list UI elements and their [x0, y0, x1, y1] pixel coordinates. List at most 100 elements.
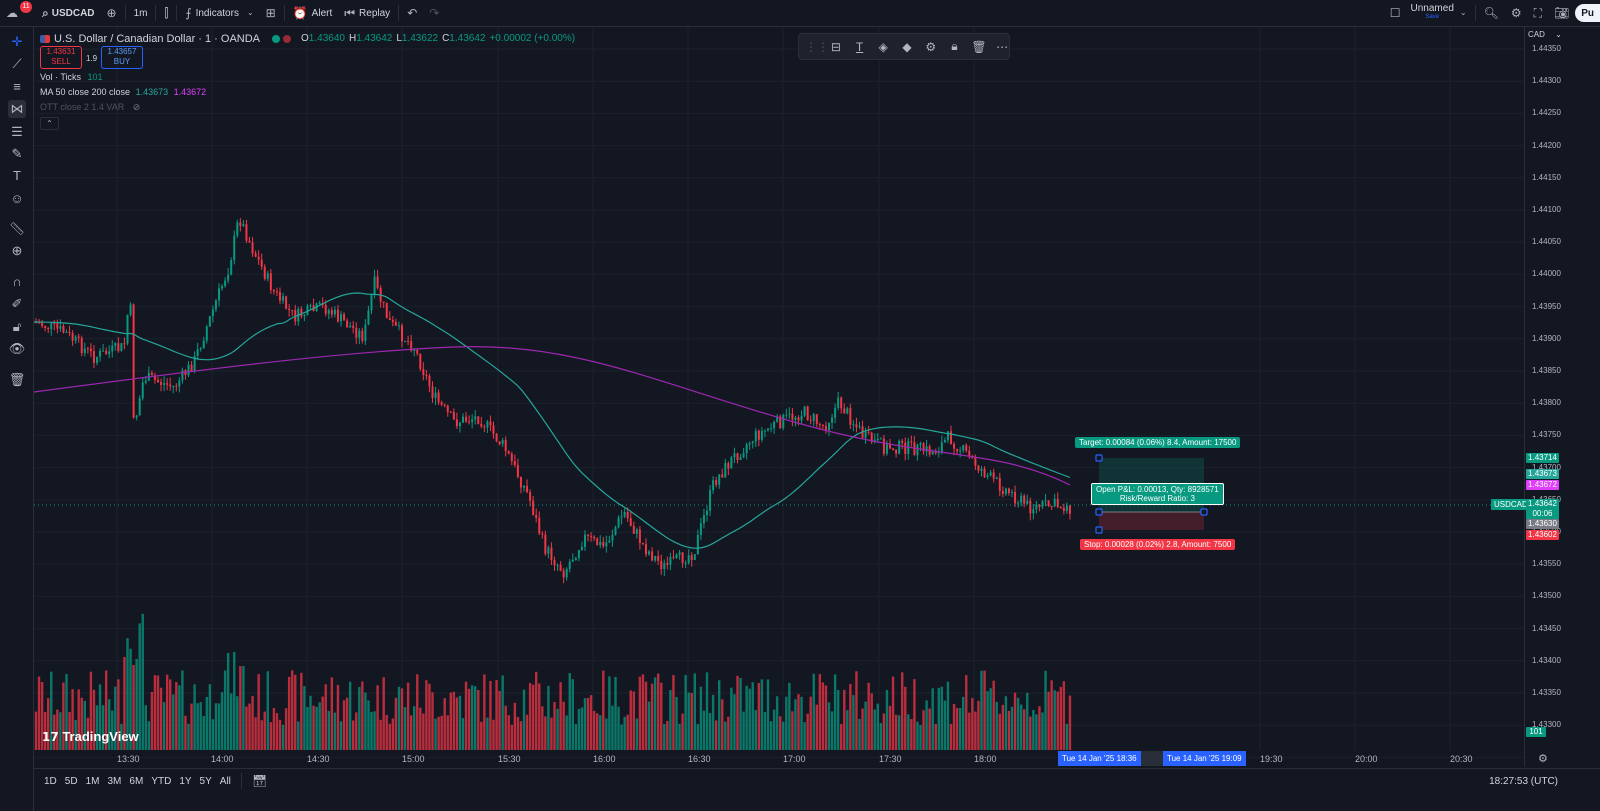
- volume-legend[interactable]: Vol · Ticks 101: [40, 72, 103, 82]
- logo-button[interactable]: ☁ 11: [0, 0, 34, 26]
- candle-body: [376, 276, 379, 288]
- emoji-icon[interactable]: ☺: [10, 191, 24, 206]
- candle-body: [53, 323, 56, 325]
- ruler-icon[interactable]: 📏︎: [8, 221, 26, 236]
- range-button-all[interactable]: All: [219, 775, 231, 787]
- lock-icon[interactable]: 🔓︎: [12, 319, 22, 334]
- line-color-icon[interactable]: ◆: [902, 39, 912, 54]
- fib-retracement-icon[interactable]: ≡: [13, 79, 21, 94]
- fill-color-icon[interactable]: ◈: [878, 39, 888, 54]
- candle-body: [553, 560, 556, 566]
- candle-body: [163, 383, 166, 385]
- candle-body: [492, 425, 495, 434]
- range-button-3m[interactable]: 3M: [107, 775, 122, 787]
- open-pnl-label[interactable]: Open P&L: 0.00013, Qty: 8928571 Risk/Rew…: [1091, 483, 1224, 505]
- magnet-icon[interactable]: ∩: [12, 274, 22, 289]
- volume-bar: [95, 705, 99, 750]
- settings-button[interactable]: ⚙: [1505, 0, 1528, 26]
- axis-settings-button[interactable]: ⚙: [1538, 752, 1548, 765]
- publish-button[interactable]: Pu: [1575, 4, 1600, 22]
- price-axis[interactable]: CAD ⌄ 1.44350 1.44300 1.44250 1.44200 1.4415…: [1524, 27, 1600, 767]
- candle-body: [1023, 495, 1026, 504]
- range-button-1d[interactable]: 1D: [44, 775, 57, 787]
- trend-line-icon[interactable]: ⟋: [12, 56, 22, 71]
- price-chart[interactable]: [33, 27, 1524, 767]
- compare-button[interactable]: ⊕: [101, 0, 123, 26]
- crosshair-icon[interactable]: ✛: [11, 34, 23, 49]
- utc-clock[interactable]: 18:27:53 (UTC): [1489, 775, 1558, 787]
- range-button-5d[interactable]: 5D: [64, 775, 78, 787]
- symbol-description[interactable]: U.S. Dollar / Canadian Dollar · 1 · OAND…: [54, 32, 261, 45]
- candle-body: [983, 468, 986, 477]
- volume-bar: [1004, 696, 1008, 750]
- zoom-in-icon[interactable]: ⊕: [11, 243, 23, 258]
- candle-body: [919, 443, 922, 445]
- currency-button[interactable]: CAD ⌄: [1528, 30, 1562, 39]
- candle-body: [654, 556, 657, 561]
- stop-label[interactable]: Stop: 0.00028 (0.02%) 2.8, Amount: 7500: [1080, 539, 1236, 550]
- symbol-search-button[interactable]: ⌕ USDCAD: [34, 0, 101, 26]
- long-position-icon[interactable]: ☰: [11, 124, 23, 139]
- range-button-1y[interactable]: 1Y: [179, 775, 192, 787]
- candle-body: [776, 416, 779, 422]
- volume-bar: [690, 693, 693, 750]
- volume-bar: [498, 690, 501, 750]
- ott-legend[interactable]: OTT close 2 1.4 VAR ⊘: [40, 102, 140, 113]
- range-button-1m[interactable]: 1M: [85, 775, 100, 787]
- trash-icon[interactable]: 🗑︎: [8, 372, 26, 387]
- indicators-button[interactable]: ⨍ Indicators ⌄: [179, 0, 259, 26]
- tradingview-logo[interactable]: 𝟭𝟳 TradingView: [42, 729, 139, 744]
- redo-button[interactable]: ↷: [423, 0, 445, 26]
- goto-date-icon[interactable]: 📅︎: [251, 774, 268, 788]
- volume-bar: [641, 674, 645, 750]
- chart-type-button[interactable]: ⫿: [158, 0, 174, 26]
- volume-bar: [345, 697, 349, 750]
- eye-icon[interactable]: 👁︎: [8, 341, 26, 356]
- fullscreen-button[interactable]: ⛶: [1528, 0, 1548, 26]
- candle-body: [166, 383, 169, 385]
- alert-button[interactable]: ⏰ Alert: [287, 0, 339, 26]
- sell-button[interactable]: 1.43631 SELL: [40, 46, 82, 69]
- layout-select-button[interactable]: ☐ Unnamed Save ⌄: [1384, 0, 1473, 26]
- volume-bar: [693, 673, 696, 750]
- template-icon[interactable]: ⊟: [830, 39, 841, 54]
- undo-button[interactable]: ↶: [401, 0, 423, 26]
- stay-drawing-icon[interactable]: ✐: [11, 296, 23, 311]
- patterns-icon[interactable]: ⋈: [8, 100, 26, 118]
- text-tool-icon[interactable]: T: [13, 168, 21, 183]
- volume-bar: [187, 723, 190, 750]
- volume-bar: [1056, 691, 1059, 750]
- range-button-ytd[interactable]: YTD: [151, 775, 172, 787]
- text-color-icon[interactable]: T: [855, 39, 864, 54]
- range-button-5y[interactable]: 5Y: [199, 775, 212, 787]
- templates-button[interactable]: ⊞: [260, 0, 282, 26]
- time-tick-label: 15:00: [402, 754, 425, 764]
- candle-body: [837, 397, 840, 408]
- hidden-eye-icon[interactable]: ⊘: [132, 102, 141, 112]
- volume-bar: [184, 715, 187, 750]
- candle-body: [727, 463, 730, 469]
- volume-bar: [1001, 704, 1005, 750]
- settings-icon[interactable]: ⚙: [925, 39, 937, 54]
- ma-legend[interactable]: MA 50 close 200 close 1.43673 1.43672: [40, 87, 206, 97]
- quick-search-button[interactable]: 🔍︎: [1478, 0, 1505, 26]
- ohlc-c-label: C: [442, 33, 450, 44]
- candle-body: [38, 322, 41, 324]
- chart-pane[interactable]: [33, 27, 1524, 767]
- range-button-6m[interactable]: 6M: [129, 775, 144, 787]
- delete-drawing-icon[interactable]: 🗑︎: [971, 39, 987, 54]
- interval-button[interactable]: 1m: [133, 7, 148, 19]
- lock-drawing-icon[interactable]: 🔒︎: [951, 39, 958, 53]
- collapse-legend-button[interactable]: ⌃: [40, 117, 59, 130]
- volume-bar: [821, 682, 825, 750]
- candle-body: [1004, 488, 1007, 495]
- drag-handle-icon[interactable]: ⋮⋮: [805, 39, 829, 54]
- replay-button[interactable]: ⏮ Replay: [338, 0, 396, 26]
- snapshot-button[interactable]: 📷︎: [1548, 0, 1575, 26]
- more-icon[interactable]: ⋯: [996, 39, 1009, 54]
- brush-icon[interactable]: ✎: [11, 146, 23, 161]
- buy-button[interactable]: 1.43657 BUY: [101, 46, 143, 69]
- volume-bar: [724, 721, 727, 750]
- target-label[interactable]: Target: 0.00084 (0.06%) 8.4, Amount: 175…: [1075, 437, 1241, 448]
- candle-body: [959, 450, 962, 452]
